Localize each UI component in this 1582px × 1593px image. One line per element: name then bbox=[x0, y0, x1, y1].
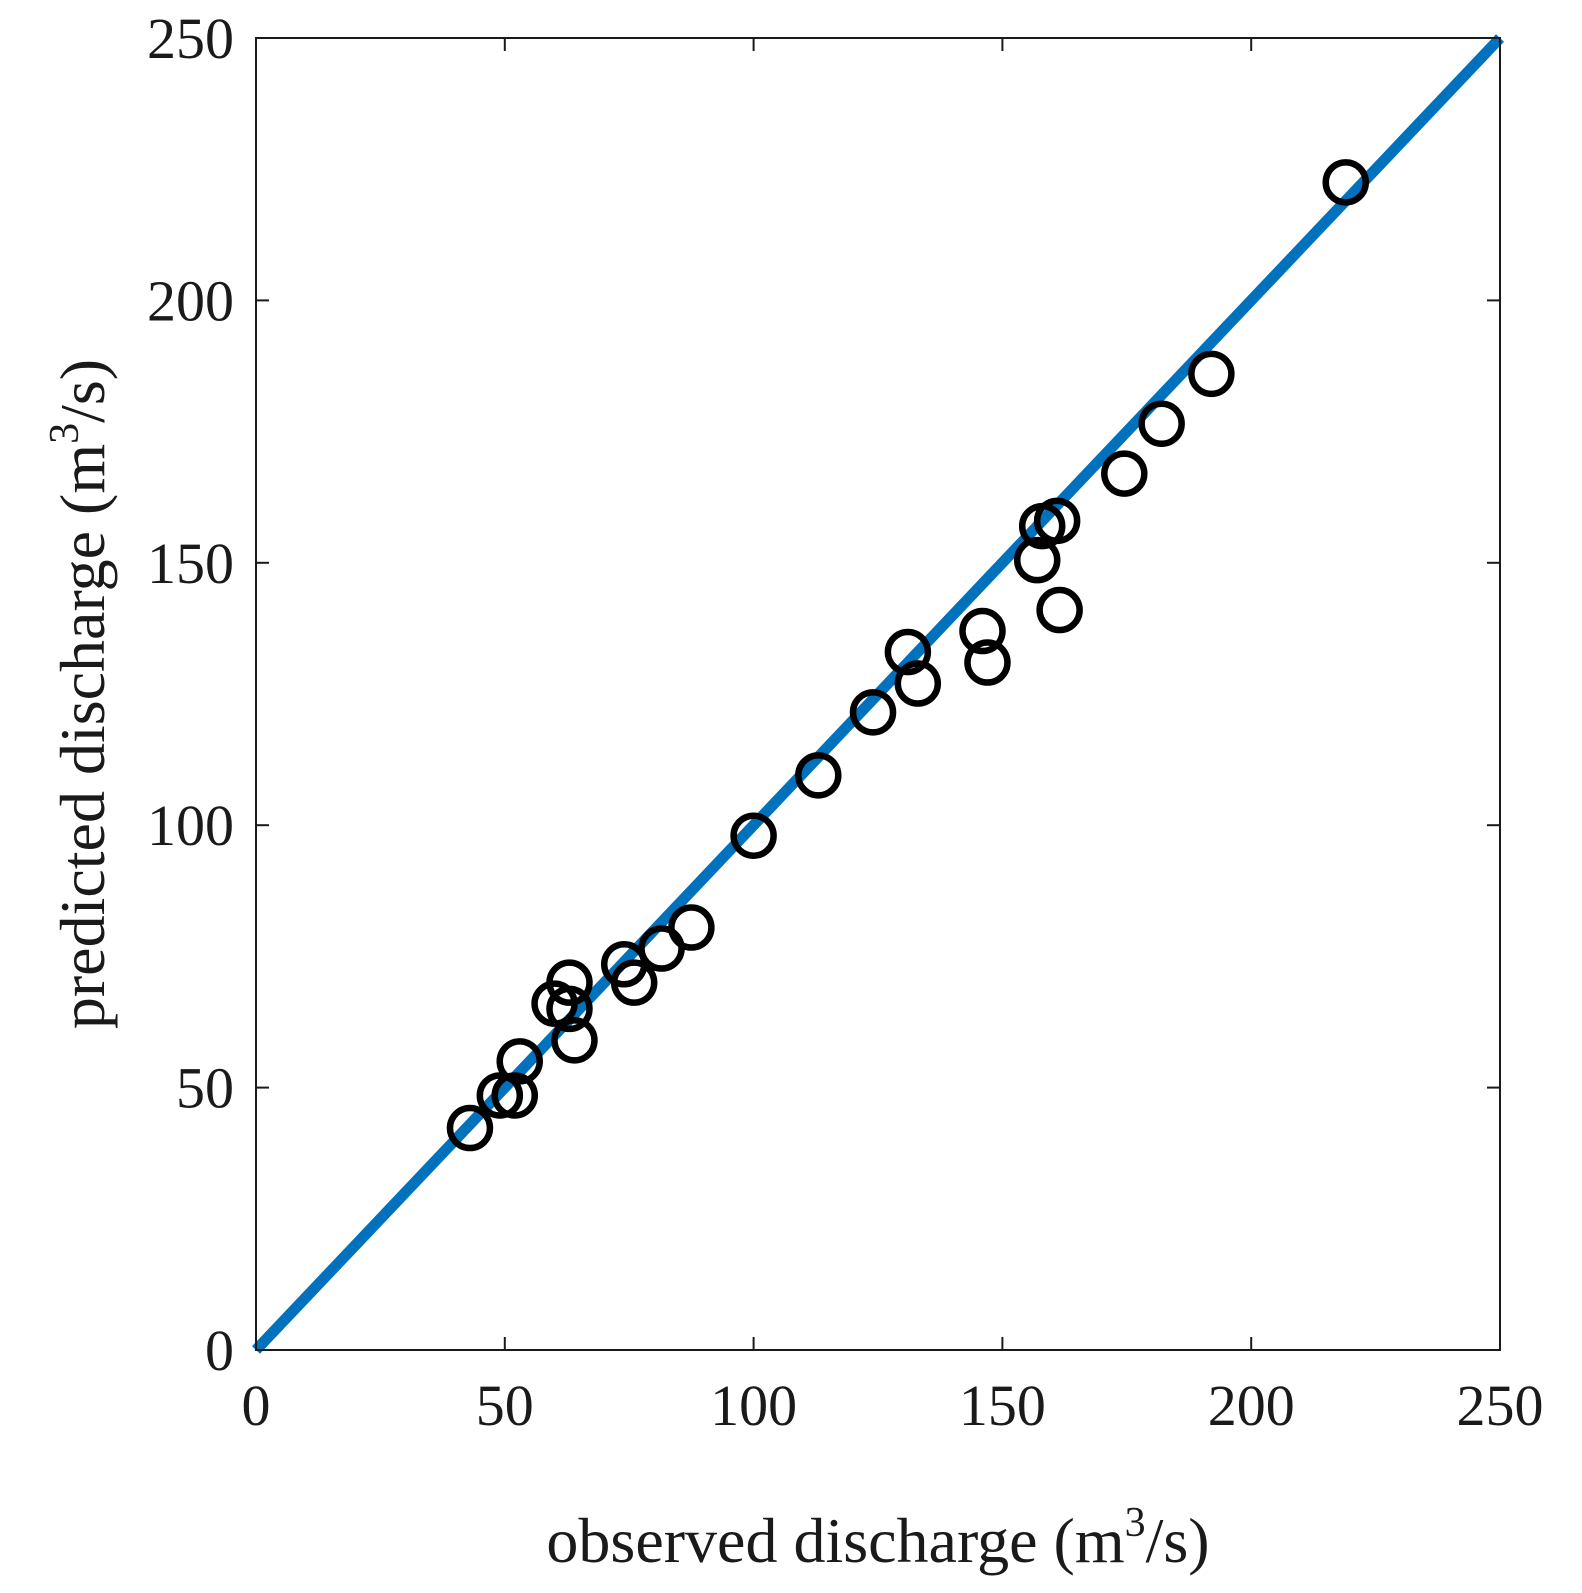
x-axis-label-sup: 3 bbox=[1125, 1500, 1146, 1546]
data-point bbox=[1036, 586, 1083, 634]
data-point bbox=[476, 1072, 524, 1119]
x-tick-label: 0 bbox=[242, 1373, 271, 1438]
data-point bbox=[546, 985, 593, 1033]
x-tick-label: 100 bbox=[710, 1373, 797, 1438]
data-point bbox=[1138, 400, 1185, 447]
tick-label-layer: 0 50 100 150 200 250 0 50 100 150 200 250 bbox=[147, 6, 1544, 1438]
x-tick-label: 150 bbox=[959, 1373, 1046, 1438]
y-tick-label: 0 bbox=[205, 1318, 234, 1383]
y-tick-label: 150 bbox=[147, 531, 234, 596]
plot-frame bbox=[255, 37, 1501, 1351]
x-tick-label: 200 bbox=[1208, 1373, 1295, 1438]
data-point bbox=[730, 812, 777, 859]
data-point bbox=[446, 1104, 494, 1152]
y-axis-label-sup: 3 bbox=[42, 423, 88, 444]
y-tick-label: 100 bbox=[147, 793, 234, 858]
data-point bbox=[849, 689, 897, 736]
data-point bbox=[894, 660, 942, 707]
x-axis-label-post: /s) bbox=[1146, 1505, 1210, 1576]
x-tick-label: 50 bbox=[476, 1373, 534, 1438]
x-axis-label-pre: observed discharge (m bbox=[546, 1505, 1124, 1576]
y-tick-label: 250 bbox=[147, 6, 234, 71]
y-axis-label-post: /s) bbox=[47, 359, 118, 423]
data-point bbox=[1101, 450, 1148, 497]
data-points bbox=[446, 159, 1369, 1152]
data-point bbox=[668, 904, 715, 951]
x-tick-label: 250 bbox=[1457, 1373, 1544, 1438]
data-point bbox=[1188, 350, 1235, 398]
y-axis-label-pre: predicted discharge (m bbox=[47, 444, 118, 1029]
data-point bbox=[551, 1017, 598, 1064]
data-point bbox=[1322, 159, 1369, 206]
data-point bbox=[795, 752, 842, 799]
data-point bbox=[546, 959, 593, 1006]
data-point bbox=[884, 628, 932, 676]
data-point bbox=[491, 1072, 539, 1119]
data-point bbox=[610, 959, 658, 1006]
x-axis-label: observed discharge (m3/s) bbox=[546, 1500, 1209, 1576]
data-point bbox=[1033, 497, 1081, 545]
y-tick-label: 50 bbox=[176, 1056, 234, 1121]
data-point bbox=[964, 639, 1011, 686]
y-axis-label: predicted discharge (m3/s) bbox=[42, 359, 118, 1029]
data-point bbox=[496, 1038, 543, 1085]
data-point bbox=[959, 607, 1006, 655]
data-point bbox=[1013, 536, 1061, 584]
y-tick-label: 200 bbox=[147, 268, 234, 333]
